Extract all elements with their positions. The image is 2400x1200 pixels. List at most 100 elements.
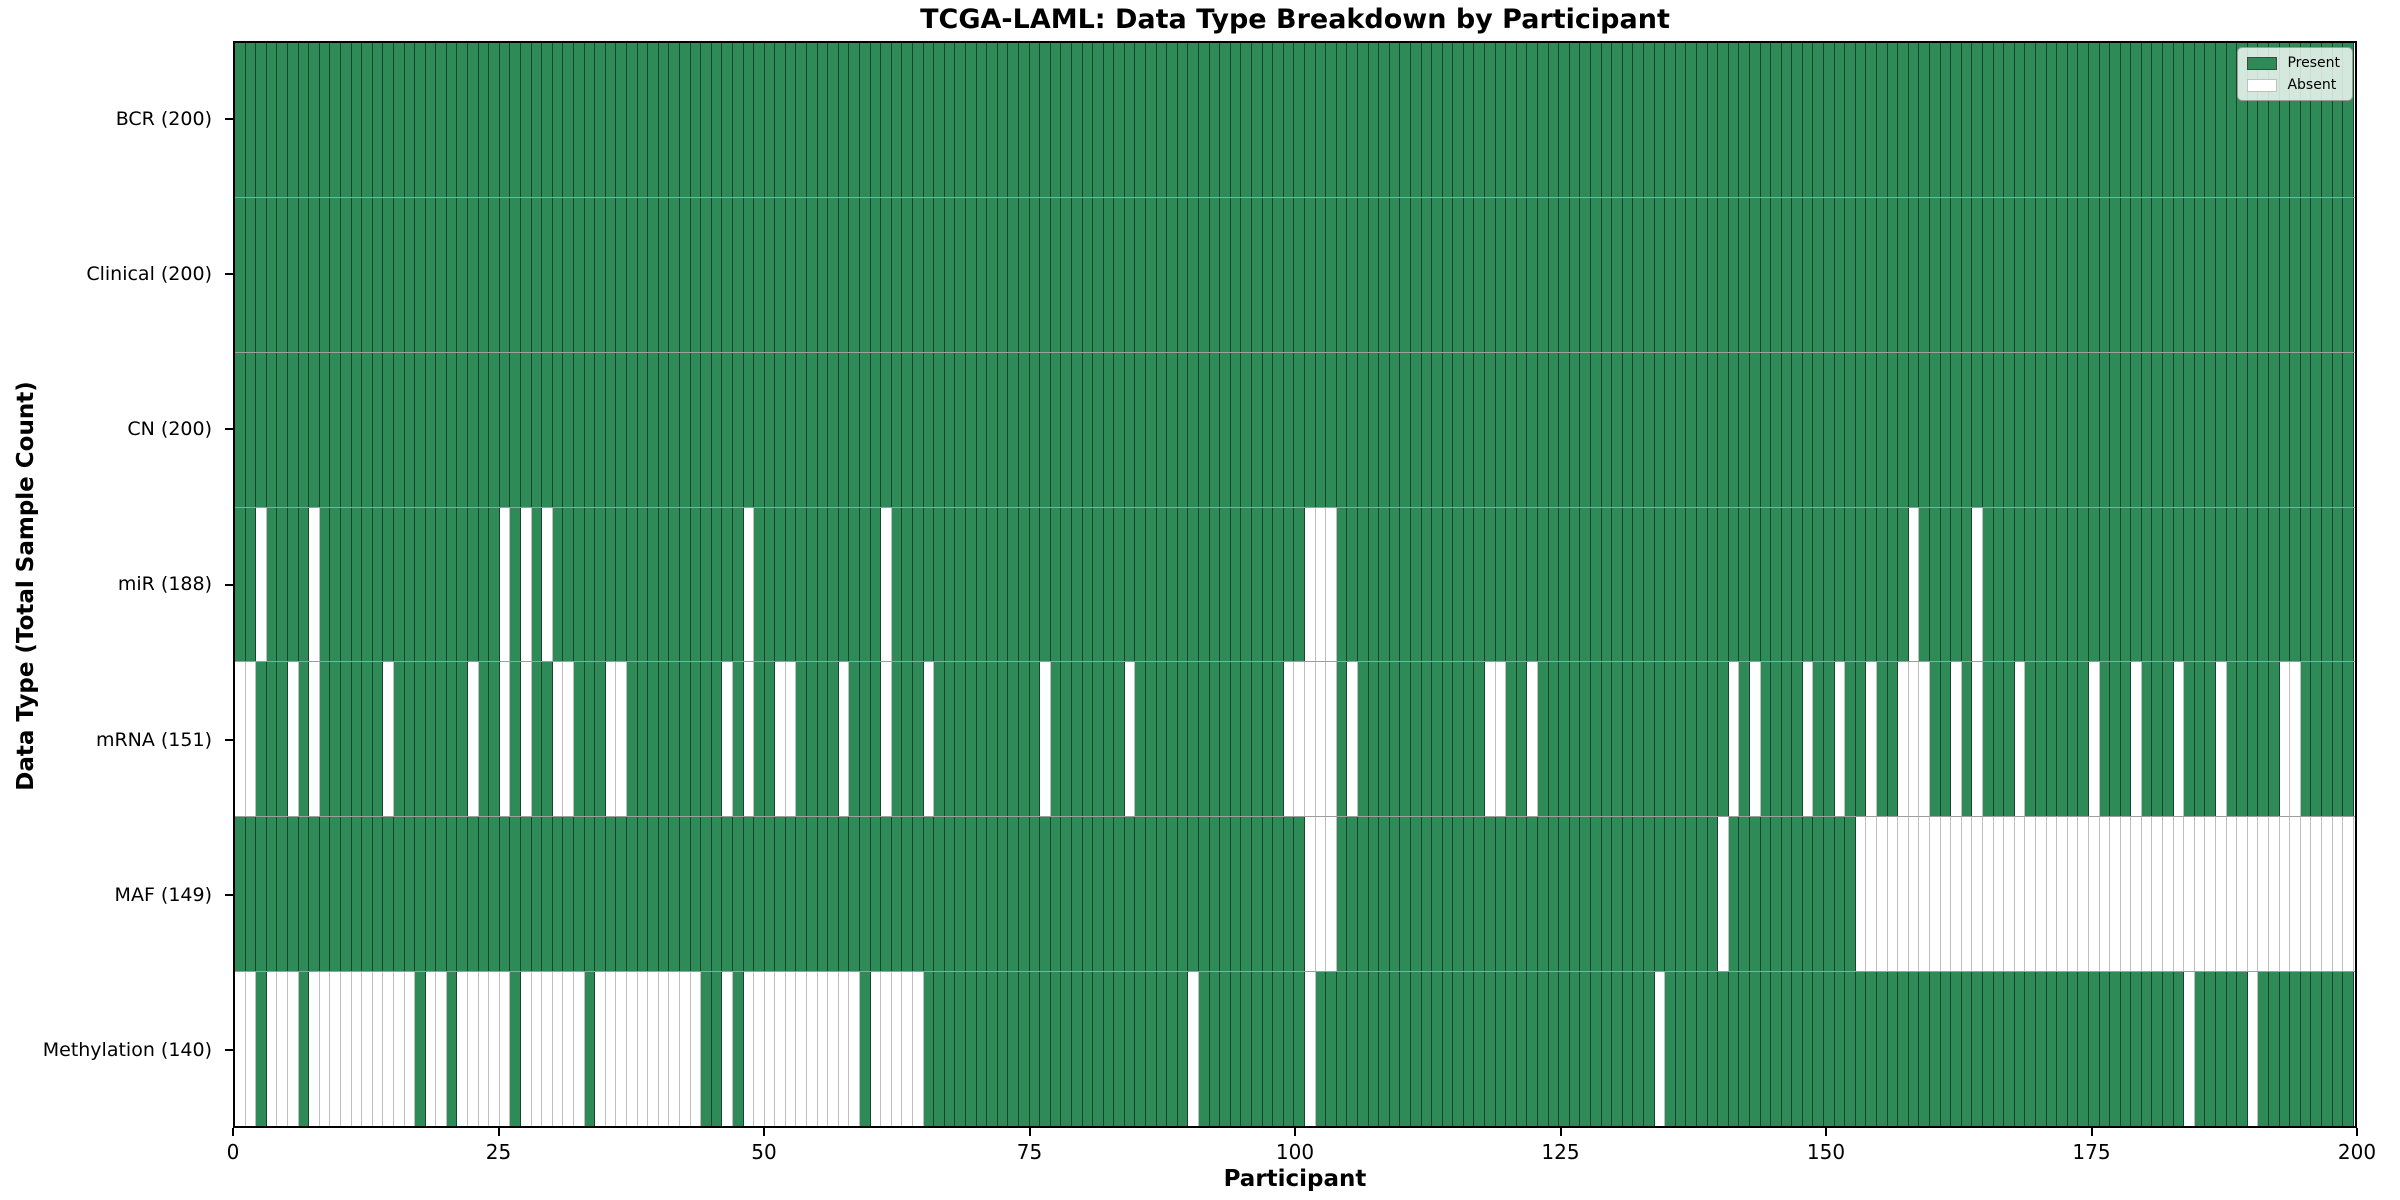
cell (1548, 197, 1560, 352)
cell (2152, 197, 2164, 352)
cell (648, 662, 659, 817)
cell (1982, 507, 1994, 662)
cell (2205, 352, 2217, 507)
cell (2343, 972, 2354, 1127)
cell (2004, 43, 2015, 197)
cell (902, 817, 913, 972)
cell (1940, 817, 1952, 972)
cell (2290, 352, 2301, 507)
cell (1421, 972, 1433, 1127)
cell (1220, 817, 1231, 972)
cell (425, 972, 437, 1127)
cell (1294, 972, 1305, 1127)
cell (775, 662, 786, 817)
cell (1082, 662, 1094, 817)
cell (319, 197, 331, 352)
cell (1304, 197, 1316, 352)
cell (1114, 972, 1125, 1127)
cell (1432, 662, 1443, 817)
cell (796, 197, 808, 352)
cell (2067, 662, 2079, 817)
cell (902, 662, 913, 817)
cell (955, 662, 966, 817)
cell (849, 817, 861, 972)
cell (1347, 972, 1358, 1127)
cell (1622, 507, 1634, 662)
cell (764, 662, 776, 817)
cell (1749, 352, 1761, 507)
cell (1538, 197, 1549, 352)
cell (2343, 197, 2354, 352)
cell (1961, 972, 1973, 1127)
cell (584, 817, 596, 972)
cell (1548, 817, 1560, 972)
cell (1982, 352, 1994, 507)
y-tick-labels: BCR (200) Clinical (200) CN (200) miR (188)… (0, 41, 222, 1128)
cell (913, 352, 924, 507)
cell (2099, 662, 2111, 817)
cell (2247, 817, 2259, 972)
cell (1379, 817, 1390, 972)
cell (574, 507, 585, 662)
cell (796, 43, 808, 197)
cell (2216, 43, 2227, 197)
cell (266, 352, 278, 507)
cell (383, 662, 394, 817)
cell (1050, 352, 1062, 507)
cell (372, 43, 384, 197)
cell (626, 972, 638, 1127)
cell (2269, 972, 2280, 1127)
cell (2237, 662, 2248, 817)
cell (2141, 43, 2153, 197)
cell (2311, 507, 2322, 662)
cell (1824, 507, 1835, 662)
cell (1538, 352, 1549, 507)
cell (754, 197, 765, 352)
cell (2269, 662, 2280, 817)
cell (2226, 43, 2238, 197)
cell (1209, 817, 1221, 972)
cell (1199, 662, 1210, 817)
cell (2343, 662, 2354, 817)
cell (2194, 662, 2206, 817)
y-tick-slot-Clinical: Clinical (200) (0, 196, 222, 351)
cell (1485, 817, 1496, 972)
cell (2269, 817, 2280, 972)
cell (2343, 43, 2354, 197)
cell (669, 972, 680, 1127)
cell (446, 507, 458, 662)
cell (648, 352, 659, 507)
cell (2321, 507, 2333, 662)
cell (1135, 972, 1147, 1127)
cell (1273, 662, 1284, 817)
cell (679, 352, 691, 507)
cell (1591, 197, 1602, 352)
cell (1972, 817, 1983, 972)
cell (987, 507, 998, 662)
cell (1771, 662, 1782, 817)
cell (1103, 43, 1115, 197)
cell (584, 352, 596, 507)
cell (1220, 972, 1231, 1127)
cell (1919, 817, 1930, 972)
cell (393, 972, 405, 1127)
cell (1538, 43, 1549, 197)
cell (2258, 972, 2269, 1127)
legend-entry-absent: Absent (2247, 77, 2340, 93)
cell (340, 197, 352, 352)
cell (923, 662, 935, 817)
cell (891, 662, 903, 817)
cell (235, 507, 246, 662)
chart-title: TCGA-LAML: Data Type Breakdown by Partic… (920, 4, 1670, 35)
cell (2258, 817, 2269, 972)
cell (807, 817, 818, 972)
cell (1146, 43, 1157, 197)
cell (1633, 507, 1644, 662)
cell (1559, 662, 1570, 817)
cell (563, 662, 574, 817)
cell (1855, 43, 1867, 197)
cell (955, 972, 966, 1127)
cell (1262, 662, 1274, 817)
cell (997, 972, 1009, 1127)
cell (1940, 507, 1952, 662)
